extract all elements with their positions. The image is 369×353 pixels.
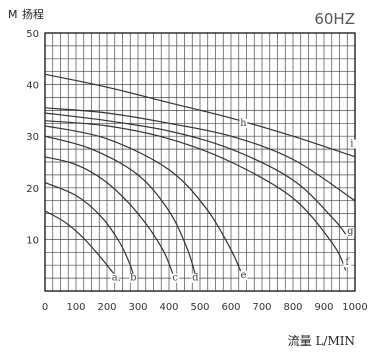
curve-label-bg: [343, 258, 352, 268]
curve-label-a: a: [112, 273, 118, 284]
x-tick-label: 0: [42, 302, 48, 313]
curve-label-i: i: [350, 139, 353, 150]
x-tick-label: 200: [97, 302, 116, 313]
curve-label-f: f: [345, 257, 350, 268]
y-tick-label: 10: [26, 235, 39, 246]
curve-label-bg: [347, 139, 356, 149]
frequency-label: 60HZ: [314, 10, 355, 28]
y-tick-label: 20: [26, 184, 39, 195]
curve-label-bg: [239, 118, 248, 128]
labels: a b c d e f g h i: [110, 118, 356, 284]
x-tick-label: 400: [159, 302, 178, 313]
x-tick-label: 600: [221, 302, 240, 313]
y-axis-label: 扬程: [22, 7, 44, 21]
y-tick-label: 50: [26, 29, 39, 40]
x-tick-label: 900: [314, 302, 333, 313]
curve-e: [44, 125, 244, 279]
plot-frame: [44, 32, 356, 292]
curve-label-bg: [346, 227, 355, 237]
curve-d: [44, 135, 198, 281]
y-axis-unit: M: [8, 8, 18, 21]
curve-c: [44, 156, 176, 281]
curve-h: [44, 107, 356, 202]
x-tick-label: 300: [128, 302, 147, 313]
x-axis-label: 流量 L/MIN: [288, 334, 355, 348]
curve-b: [44, 182, 136, 281]
curve-label-bg: [191, 273, 200, 283]
curve-label-bg: [129, 273, 138, 283]
curve-i: [44, 73, 356, 158]
curve-label-e: e: [240, 270, 246, 281]
curve-label-c: c: [172, 273, 178, 284]
curve-label-bg: [110, 273, 119, 283]
y-tick-label: 40: [26, 81, 39, 92]
x-tick-label: 500: [190, 302, 209, 313]
curve-label-bg: [239, 271, 248, 281]
x-tick-label: 800: [283, 302, 302, 313]
axes: 0 100 200 300 400 500 600 700 800 900 1000 10 20 30 40…: [26, 29, 367, 313]
curve-label-h: h: [240, 118, 247, 129]
curve-label-b: b: [130, 273, 136, 284]
curve-label-g: g: [347, 226, 354, 237]
y-tick-label: 30: [26, 132, 39, 143]
x-tick-label: 1000: [342, 302, 367, 313]
curve-f: [44, 120, 347, 271]
x-tick-label: 700: [252, 302, 271, 313]
grid: [44, 32, 356, 292]
curve-g: [44, 112, 347, 235]
x-tick-label: 100: [66, 302, 85, 313]
curve-label-bg: [171, 273, 180, 283]
curve-label-d: d: [192, 273, 199, 284]
